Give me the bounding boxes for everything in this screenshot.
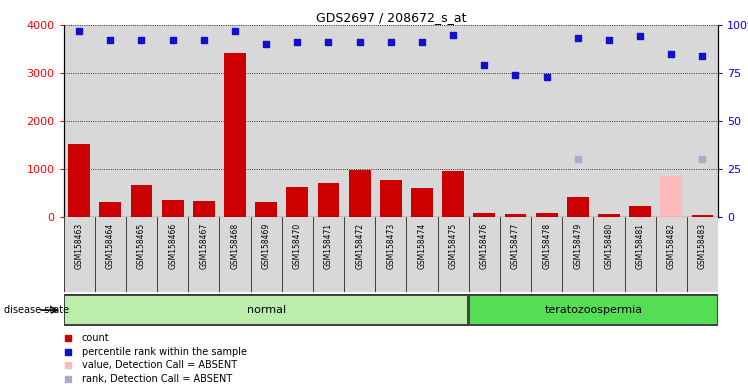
- Text: GSM158468: GSM158468: [230, 223, 239, 269]
- Bar: [625, 25, 656, 217]
- Text: GSM158466: GSM158466: [168, 223, 177, 269]
- Bar: [567, 197, 589, 217]
- Bar: [318, 183, 340, 217]
- Point: [416, 39, 428, 45]
- Bar: [536, 213, 557, 217]
- Text: GSM158473: GSM158473: [386, 223, 396, 269]
- Point: [260, 41, 272, 47]
- Bar: [505, 214, 527, 217]
- Text: GSM158469: GSM158469: [262, 223, 271, 269]
- Point: [696, 53, 708, 59]
- Text: GSM158470: GSM158470: [292, 223, 302, 269]
- Bar: [349, 170, 370, 217]
- Text: GSM158477: GSM158477: [511, 223, 520, 269]
- Bar: [629, 206, 651, 217]
- Point: [135, 37, 147, 43]
- Text: GSM158464: GSM158464: [105, 223, 115, 269]
- Bar: [598, 214, 620, 217]
- Bar: [68, 144, 90, 217]
- Point: [104, 37, 116, 43]
- Bar: [593, 25, 625, 217]
- Text: GSM158481: GSM158481: [636, 223, 645, 269]
- Point: [603, 37, 615, 43]
- Bar: [131, 185, 153, 217]
- Text: GSM158479: GSM158479: [573, 223, 583, 269]
- Bar: [286, 187, 308, 217]
- Point: [447, 31, 459, 38]
- Text: rank, Detection Call = ABSENT: rank, Detection Call = ABSENT: [82, 374, 232, 384]
- Text: GSM158482: GSM158482: [666, 223, 676, 269]
- Text: GSM158474: GSM158474: [417, 223, 426, 269]
- Point: [322, 39, 334, 45]
- Point: [73, 28, 85, 34]
- Point: [571, 35, 583, 41]
- Bar: [687, 25, 718, 217]
- Bar: [438, 25, 469, 217]
- Bar: [406, 25, 438, 217]
- Text: count: count: [82, 333, 109, 343]
- Bar: [224, 53, 246, 217]
- Point: [696, 156, 708, 162]
- Bar: [375, 25, 406, 217]
- Bar: [500, 25, 531, 217]
- Text: GSM158476: GSM158476: [479, 223, 489, 269]
- Text: percentile rank within the sample: percentile rank within the sample: [82, 347, 247, 357]
- Bar: [344, 25, 375, 217]
- Bar: [531, 25, 562, 217]
- Bar: [188, 25, 219, 217]
- Bar: [282, 25, 313, 217]
- Text: GSM158475: GSM158475: [449, 223, 458, 269]
- Bar: [251, 25, 282, 217]
- Text: GSM158483: GSM158483: [698, 223, 707, 269]
- Point: [541, 74, 553, 80]
- Bar: [219, 25, 251, 217]
- Bar: [562, 25, 593, 217]
- Point: [384, 39, 396, 45]
- Bar: [126, 25, 157, 217]
- Bar: [660, 213, 682, 217]
- Text: GSM158463: GSM158463: [75, 223, 84, 269]
- Bar: [660, 176, 682, 217]
- Text: GSM158471: GSM158471: [324, 223, 333, 269]
- Bar: [64, 25, 95, 217]
- Bar: [656, 25, 687, 217]
- Text: normal: normal: [247, 305, 286, 315]
- Point: [665, 51, 677, 57]
- Bar: [411, 188, 433, 217]
- Bar: [473, 213, 495, 217]
- Bar: [157, 25, 188, 217]
- Bar: [193, 201, 215, 217]
- Text: value, Detection Call = ABSENT: value, Detection Call = ABSENT: [82, 360, 237, 370]
- Point: [167, 37, 179, 43]
- Bar: [469, 25, 500, 217]
- Text: disease state: disease state: [4, 305, 69, 315]
- Bar: [162, 200, 183, 217]
- Point: [571, 156, 583, 162]
- Bar: [470, 296, 717, 324]
- Bar: [692, 215, 714, 217]
- Point: [354, 39, 366, 45]
- Point: [229, 28, 241, 34]
- Text: GSM158478: GSM158478: [542, 223, 551, 269]
- Bar: [255, 202, 277, 217]
- Point: [291, 39, 303, 45]
- Bar: [442, 171, 464, 217]
- Text: teratozoospermia: teratozoospermia: [545, 305, 643, 315]
- Bar: [95, 25, 126, 217]
- Bar: [99, 202, 121, 217]
- Text: GSM158465: GSM158465: [137, 223, 146, 269]
- Point: [509, 72, 521, 78]
- Bar: [65, 296, 468, 324]
- Text: GSM158467: GSM158467: [199, 223, 209, 269]
- Point: [634, 33, 646, 40]
- Bar: [380, 180, 402, 217]
- Title: GDS2697 / 208672_s_at: GDS2697 / 208672_s_at: [316, 11, 466, 24]
- Bar: [313, 25, 344, 217]
- Text: GSM158472: GSM158472: [355, 223, 364, 269]
- Point: [478, 62, 490, 68]
- Text: GSM158480: GSM158480: [604, 223, 613, 269]
- Point: [197, 37, 209, 43]
